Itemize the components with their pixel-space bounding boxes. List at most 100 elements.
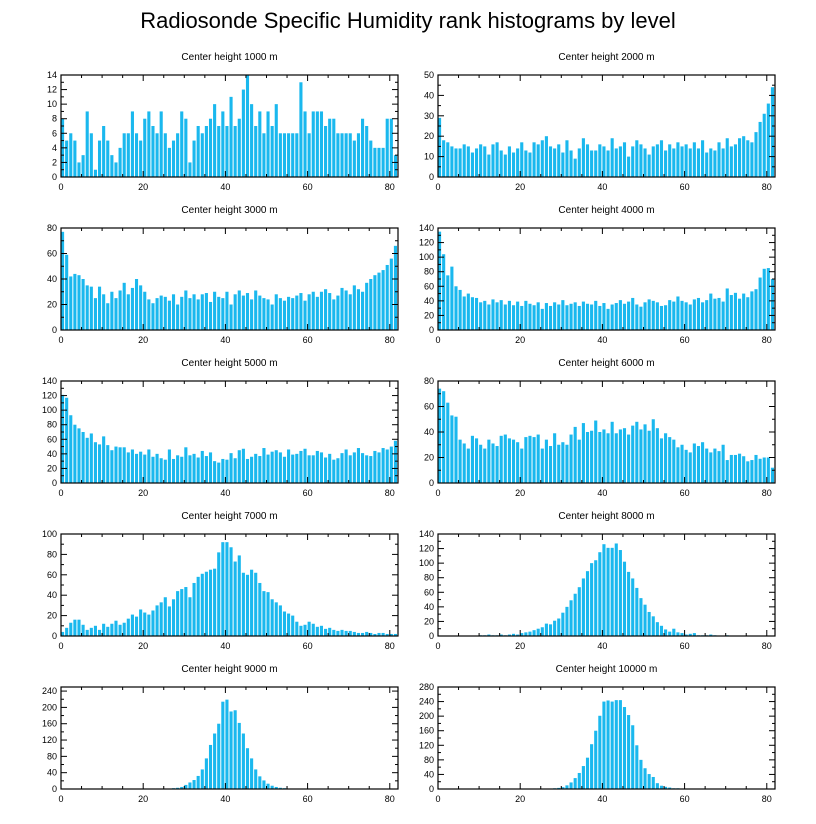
histogram-bar: [373, 147, 377, 177]
histogram-bar: [348, 294, 352, 330]
histogram-bar: [557, 618, 561, 636]
histogram-bar: [598, 432, 602, 483]
histogram-bar: [200, 450, 204, 483]
histogram-bar: [561, 787, 565, 789]
histogram-bar: [299, 293, 303, 330]
histogram-bar: [270, 126, 274, 177]
histogram-bar: [647, 299, 651, 330]
histogram-bar: [270, 304, 274, 330]
histogram-panel: Center height 3000 m 0 20 40 60 80 0 20 40 60 80: [47, 205, 399, 345]
panel-title: Center height 1000 m: [181, 52, 277, 63]
histogram-bar: [81, 279, 85, 330]
histogram-bar: [254, 126, 258, 177]
histogram-bar: [278, 605, 282, 636]
histogram-bar: [208, 569, 213, 636]
histogram-bar: [766, 103, 770, 177]
histogram-bar: [606, 547, 610, 636]
histogram-bar: [307, 294, 311, 330]
histogram-bar: [701, 442, 705, 483]
histogram-bar: [241, 448, 245, 483]
histogram-bar: [110, 623, 114, 636]
histogram-bar: [200, 769, 204, 789]
histogram-bar: [258, 111, 262, 177]
histogram-bar: [299, 450, 303, 483]
x-tick-label: 20: [138, 335, 148, 345]
x-tick-label: 0: [58, 488, 63, 498]
histogram-bar: [229, 304, 233, 330]
histogram-bar: [692, 443, 696, 483]
histogram-bar: [348, 455, 352, 483]
histogram-bar: [85, 285, 89, 330]
histogram-bar: [352, 285, 356, 330]
histogram-bar: [762, 268, 766, 330]
histogram-bar: [385, 633, 389, 636]
y-tick-label: 2: [52, 157, 57, 167]
histogram-bar: [93, 169, 97, 177]
histogram-bar: [139, 451, 143, 483]
histogram-bar: [328, 118, 332, 177]
panel-title: Center height 10000 m: [556, 664, 658, 675]
histogram-bar: [618, 700, 622, 789]
histogram-bar: [696, 446, 701, 483]
panel-title: Center height 8000 m: [558, 511, 654, 522]
y-tick-label: 20: [47, 463, 57, 473]
histogram-bar: [97, 140, 102, 177]
x-tick-label: 20: [138, 182, 148, 192]
histogram-bar: [69, 133, 73, 177]
histogram-bar: [176, 591, 180, 636]
histogram-bar: [454, 286, 458, 330]
x-tick-label: 0: [58, 335, 63, 345]
histogram-bar: [344, 630, 348, 636]
histogram-bar: [163, 296, 167, 330]
histogram-bar: [196, 299, 200, 330]
x-tick-label: 40: [597, 641, 607, 651]
y-tick-label: 20: [424, 616, 434, 626]
histogram-bar: [184, 784, 188, 789]
histogram-bar: [503, 154, 507, 177]
y-tick-label: 140: [419, 529, 434, 539]
histogram-bar: [717, 451, 721, 483]
histogram-bar: [208, 744, 213, 789]
histogram-bar: [385, 449, 389, 483]
histogram-bar: [184, 447, 188, 483]
histogram-bar: [573, 778, 577, 789]
histogram-bar: [200, 294, 204, 330]
histogram-bar: [524, 437, 528, 483]
histogram-bar: [159, 295, 163, 330]
histogram-bar: [176, 455, 180, 483]
histogram-bar: [565, 305, 569, 330]
histogram-bar: [245, 748, 250, 789]
y-tick-label: 20: [424, 310, 434, 320]
histogram-bar: [208, 452, 213, 483]
histogram-bar: [233, 561, 237, 636]
histogram-bar: [738, 138, 742, 177]
histogram-bar: [258, 776, 262, 789]
histogram-bar: [184, 290, 188, 330]
histogram-bar: [684, 634, 688, 636]
histogram-bar: [635, 745, 639, 789]
histogram-bar: [176, 133, 180, 177]
y-tick-label: 10: [424, 152, 434, 162]
histogram-bar: [746, 297, 750, 330]
histogram-bar: [176, 787, 180, 789]
histogram-bar: [639, 759, 643, 789]
histogram-bar: [746, 461, 750, 483]
histogram-bar: [474, 438, 479, 483]
y-tick-label: 40: [47, 449, 57, 459]
histogram-bar: [278, 133, 282, 177]
histogram-bar: [573, 158, 577, 177]
histogram-bar: [495, 302, 499, 330]
histogram-bar: [106, 626, 110, 636]
histogram-bar: [147, 111, 151, 177]
histogram-bar: [454, 148, 458, 177]
histogram-bar: [618, 300, 622, 330]
y-tick-label: 40: [47, 590, 57, 600]
y-tick-label: 12: [47, 85, 57, 95]
histogram-bar: [503, 304, 507, 330]
histogram-bar: [770, 87, 774, 177]
histogram-bar: [738, 298, 742, 330]
histogram-bar: [627, 156, 631, 177]
histogram-bar: [602, 544, 606, 636]
histogram-bar: [225, 291, 229, 330]
histogram-bar: [143, 454, 147, 483]
